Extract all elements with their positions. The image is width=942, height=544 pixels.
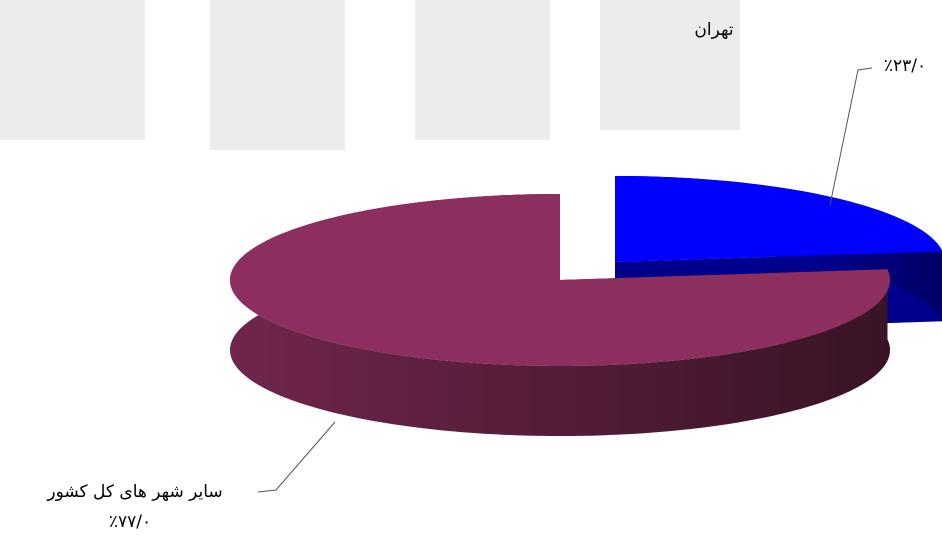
watermark	[0, 0, 740, 150]
slice-value-label: ٪۲۳/۰	[884, 56, 926, 76]
leader-line	[829, 67, 873, 206]
slice-label: تهران	[694, 20, 733, 40]
slice-label: سایر شهر های کل کشور	[46, 482, 222, 502]
pie	[230, 176, 942, 436]
slice	[230, 194, 890, 366]
leader-line	[257, 421, 336, 493]
slice	[615, 176, 942, 262]
slice-value-label: ٪۷۷/۰	[109, 512, 151, 532]
